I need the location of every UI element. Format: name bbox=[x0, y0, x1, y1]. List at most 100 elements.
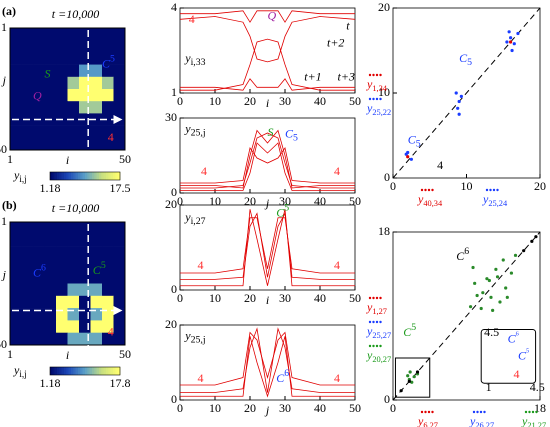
annotation-main: 4 bbox=[201, 164, 207, 178]
colorbar-step bbox=[64, 172, 67, 180]
x-axis-label-sub: 40,34 bbox=[423, 199, 443, 208]
annotation-sup: 6 bbox=[464, 246, 469, 257]
annotation-main: t+2 bbox=[327, 35, 344, 49]
annotation: t+3 bbox=[338, 69, 355, 83]
heat-cell bbox=[90, 271, 103, 284]
heat-cell bbox=[102, 258, 114, 272]
colorbar-step bbox=[68, 172, 72, 180]
heat-cell bbox=[79, 234, 91, 247]
heat-cell bbox=[21, 137, 34, 151]
label-dot bbox=[479, 410, 483, 414]
x-tick-label: 1 bbox=[7, 347, 13, 361]
heat-cell bbox=[33, 28, 45, 41]
x-tick-label: 50 bbox=[349, 194, 361, 208]
colorbar-frame bbox=[49, 171, 121, 181]
heat-cell bbox=[21, 40, 34, 53]
point bbox=[510, 48, 514, 53]
x-tick-label: 10 bbox=[209, 401, 221, 415]
y-axis-label-main: y bbox=[366, 101, 373, 115]
x-tick-label: 40 bbox=[314, 401, 326, 415]
colorbar-step bbox=[80, 367, 83, 375]
heat-cell bbox=[90, 258, 103, 272]
annotation: C6 bbox=[276, 368, 289, 385]
colorbar-label: yi,j bbox=[13, 363, 27, 379]
heat-cell bbox=[113, 28, 126, 41]
panel-label: (a) bbox=[2, 4, 16, 18]
heat-cell bbox=[10, 40, 22, 53]
colorbar-tick-label: 1.18 bbox=[40, 376, 61, 390]
heat-cell bbox=[102, 320, 114, 333]
heat-cell bbox=[79, 271, 91, 284]
label-dot bbox=[485, 188, 489, 192]
heat-cell bbox=[67, 28, 80, 41]
point bbox=[504, 286, 508, 290]
point bbox=[481, 291, 485, 295]
label-dot bbox=[524, 410, 528, 414]
heat-cell bbox=[79, 258, 91, 272]
annotation: 4.5 bbox=[484, 325, 499, 339]
heat-cell bbox=[21, 89, 34, 102]
colorbar-step bbox=[82, 172, 86, 180]
colorbar-step bbox=[113, 367, 116, 375]
x-axis-label-main: y bbox=[417, 192, 424, 206]
heat-cell bbox=[102, 295, 114, 309]
colorbar-step bbox=[73, 172, 76, 180]
annotation-main: 4 bbox=[334, 371, 340, 385]
heat-cell bbox=[79, 40, 91, 53]
label-dot bbox=[431, 188, 434, 192]
heat-cell bbox=[67, 308, 80, 321]
heat-cell bbox=[90, 295, 103, 309]
frame bbox=[179, 204, 356, 291]
colorbar-step bbox=[61, 367, 65, 375]
heat-cell bbox=[90, 76, 103, 90]
heat-cell bbox=[33, 101, 45, 114]
heat-cell bbox=[79, 52, 91, 65]
heat-cell bbox=[44, 295, 57, 309]
colorbar-label-sub: i,j bbox=[19, 174, 26, 184]
y-tick-label: 4 bbox=[171, 0, 177, 14]
diagonal bbox=[392, 7, 541, 179]
annotation-main: 4 bbox=[108, 130, 114, 144]
point bbox=[509, 40, 513, 44]
heat-cell bbox=[10, 64, 22, 78]
annotation-main: 4 bbox=[198, 258, 204, 272]
annotation-sub: 25,j bbox=[191, 128, 206, 139]
x-tick-label: 30 bbox=[279, 401, 291, 415]
point bbox=[406, 155, 410, 159]
x-axis-label: y21,27 bbox=[521, 414, 546, 427]
x-tick-label: 20 bbox=[244, 194, 256, 208]
annotation-main: 4.5 bbox=[484, 325, 499, 339]
heat-cell bbox=[21, 320, 34, 333]
heat-cell bbox=[67, 295, 80, 309]
trace bbox=[180, 10, 355, 23]
heat-cell bbox=[113, 125, 126, 139]
x-axis-label: y26,27 bbox=[469, 414, 494, 427]
y-axis-label-sub: 20,27 bbox=[372, 355, 391, 364]
heat-cell bbox=[21, 246, 34, 260]
trace bbox=[180, 129, 355, 189]
heat-cell bbox=[33, 246, 45, 260]
annotation-main: 4 bbox=[514, 367, 520, 381]
label-dot bbox=[372, 97, 375, 101]
y-tick-label: 50 bbox=[0, 142, 7, 156]
heat-cell bbox=[21, 64, 34, 78]
heat-cell bbox=[44, 52, 57, 65]
heat-cell bbox=[44, 246, 57, 260]
annotation-main: t bbox=[346, 18, 350, 32]
label-dot bbox=[476, 410, 479, 414]
label-dot bbox=[368, 320, 372, 324]
heat-cell bbox=[113, 64, 126, 78]
annotation-sup: 5 bbox=[526, 348, 529, 355]
annotation-main: C bbox=[276, 205, 285, 219]
heat-cell bbox=[67, 283, 80, 297]
x-tick-label: 0 bbox=[177, 194, 183, 208]
heat-cell bbox=[56, 222, 68, 235]
heat-cell bbox=[79, 64, 91, 78]
heat-cell bbox=[113, 295, 126, 309]
heat-cell bbox=[113, 89, 126, 102]
heat-cell bbox=[90, 332, 103, 346]
label-dot bbox=[472, 410, 476, 414]
colorbar-step bbox=[75, 172, 79, 180]
y-tick-label: 18 bbox=[378, 224, 390, 238]
colorbar-step bbox=[99, 172, 102, 180]
